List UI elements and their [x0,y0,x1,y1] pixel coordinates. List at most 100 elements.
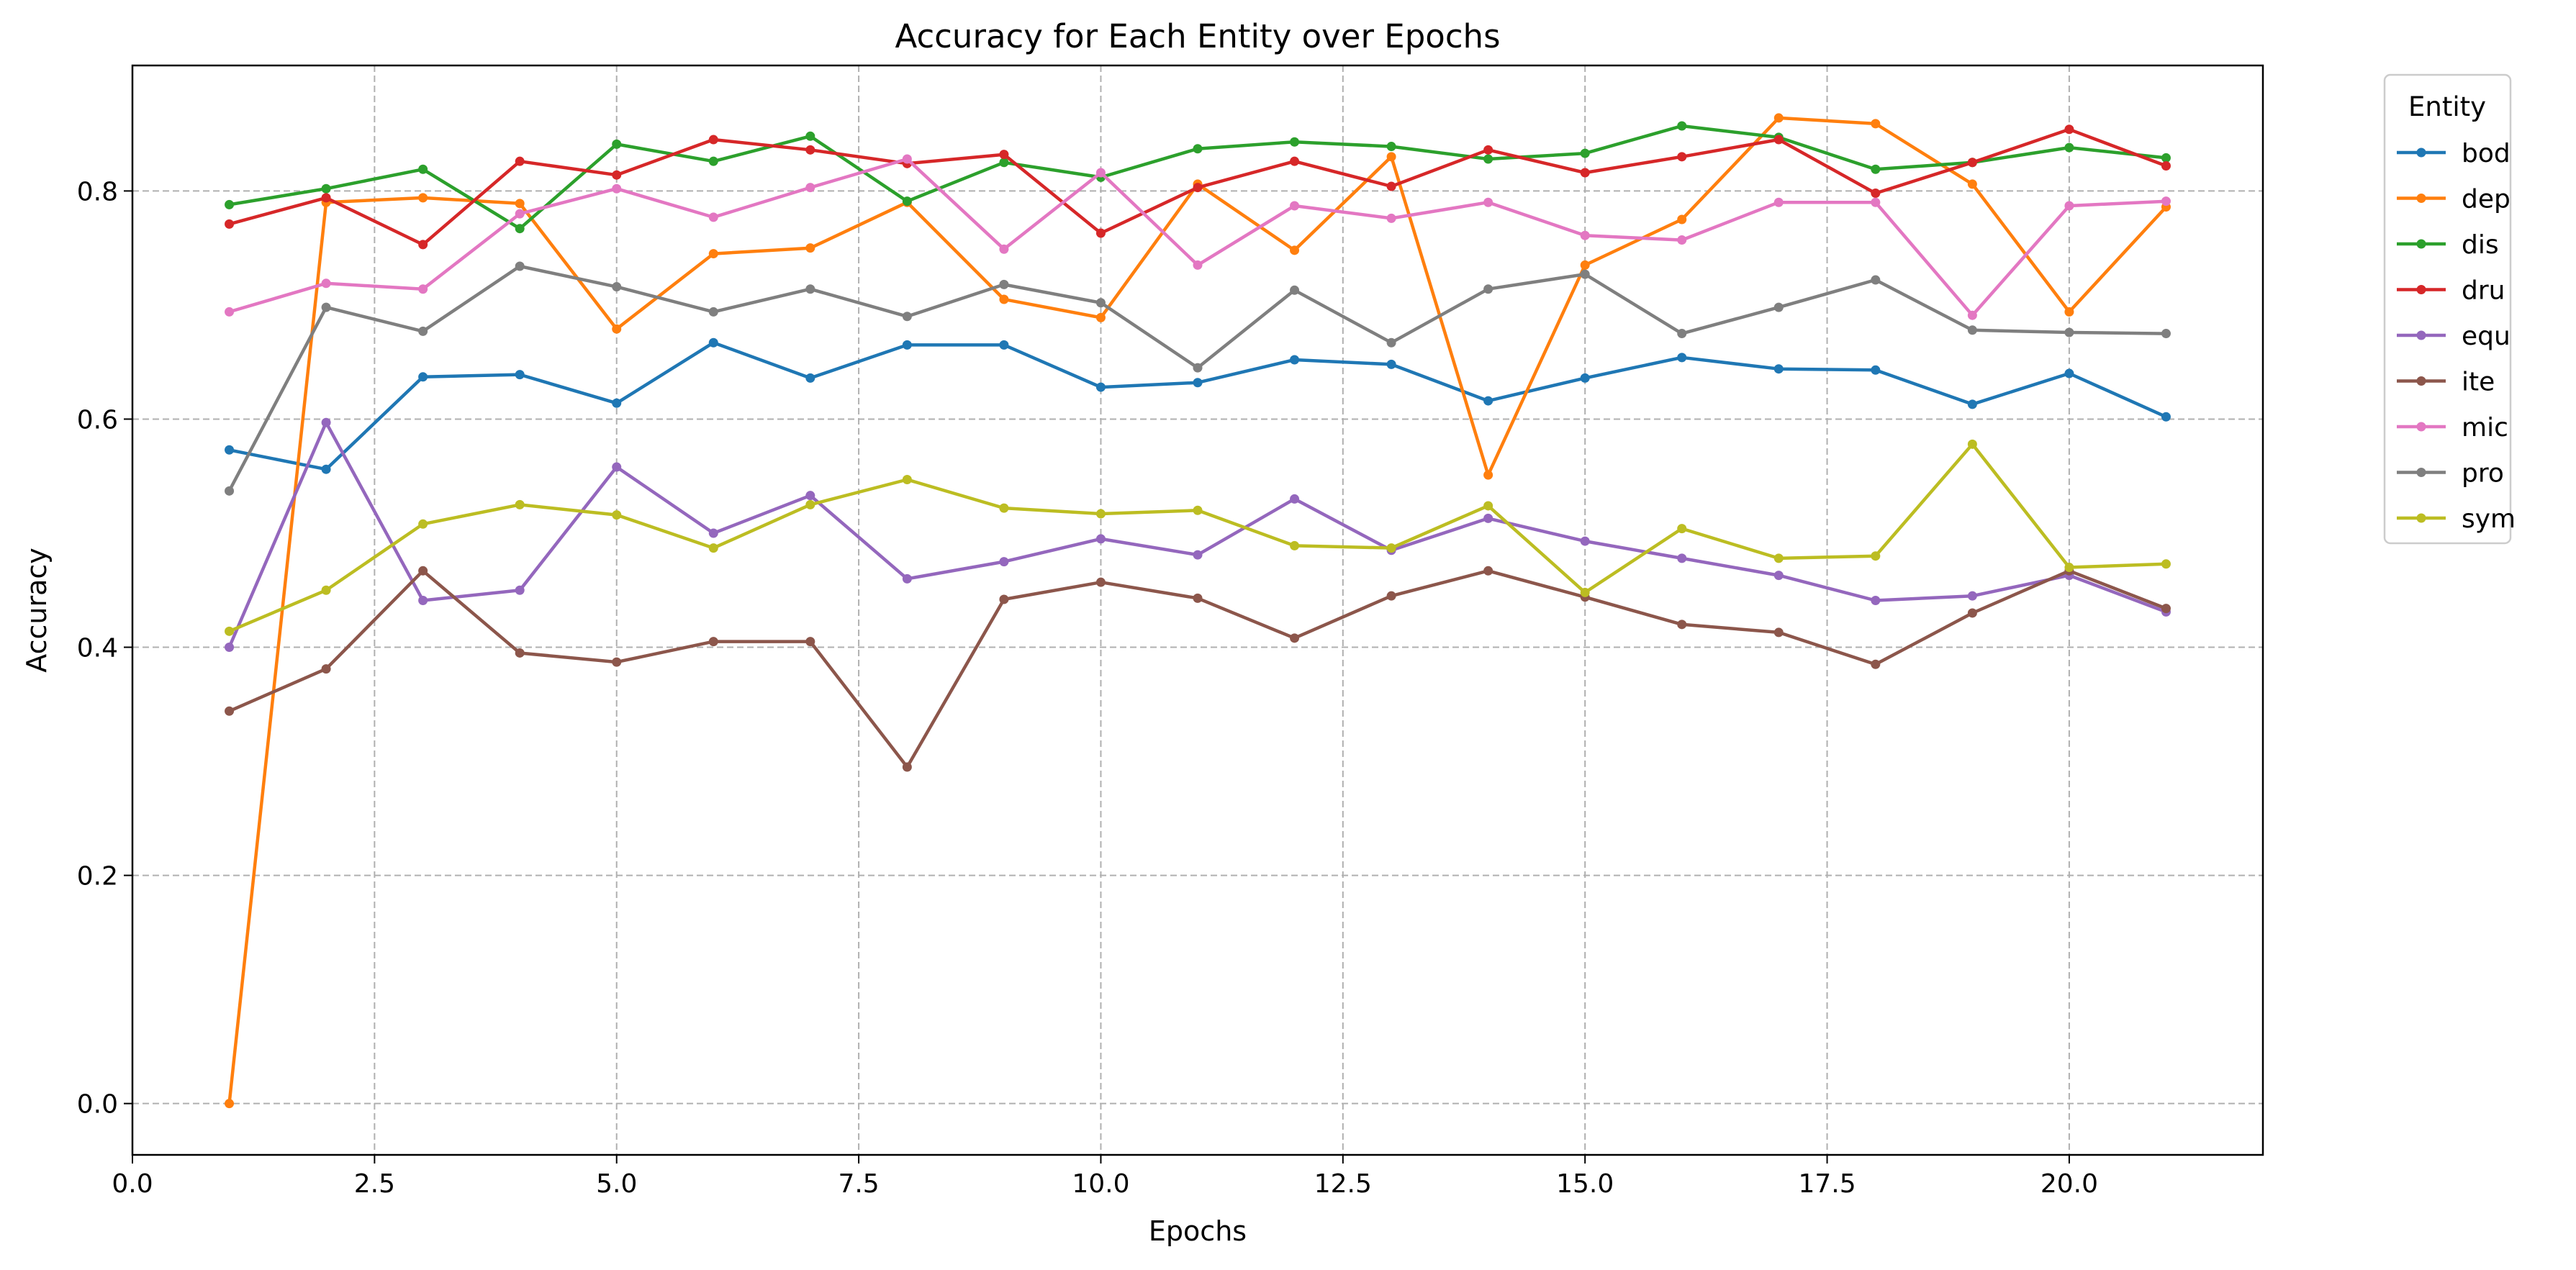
data-point-dep [1967,179,1977,189]
series-pro [225,261,2171,496]
data-point-dru [1386,181,1396,191]
data-point-pro [2064,327,2074,337]
data-point-dru [1193,183,1203,193]
data-point-dep [1773,113,1784,123]
data-point-bod [418,372,428,382]
legend-label: pro [2462,459,2504,489]
data-point-ite [902,762,912,772]
series-dis [225,121,2171,234]
data-point-pro [902,312,912,322]
data-point-mic [1580,230,1590,240]
chart-title: Accuracy for Each Entity over Epochs [895,17,1500,55]
data-point-sym [2064,563,2074,573]
data-point-bod [2064,368,2074,378]
data-point-dep [1483,470,1493,480]
data-point-dis [999,158,1009,168]
data-point-equ [1483,513,1493,523]
data-point-ite [1967,608,1977,618]
data-point-ite [1095,577,1106,587]
data-point-bod [321,464,331,474]
x-tick-label: 0.0 [112,1169,153,1199]
data-point-dep [2064,307,2074,317]
data-point-mic [708,212,718,222]
data-point-bod [1095,382,1106,392]
legend-label: mic [2462,413,2508,443]
data-point-mic [1773,197,1784,207]
data-point-dru [1095,228,1106,238]
data-point-equ [805,491,815,501]
data-point-mic [999,244,1009,254]
data-point-equ [1967,591,1977,601]
data-point-pro [2161,329,2171,339]
x-tick-label: 2.5 [354,1169,395,1199]
data-point-bod [1580,373,1590,383]
legend-item-dru: dru [2397,276,2505,306]
data-point-dis [515,224,525,234]
data-point-bod [999,340,1009,350]
series-line-equ [227,420,2167,648]
data-point-dep [225,1099,235,1109]
data-point-bod [805,373,815,383]
legend-marker [2416,468,2426,477]
data-point-dru [805,145,815,155]
data-point-sym [1580,587,1590,597]
data-point-mic [321,278,331,289]
data-point-pro [321,302,331,312]
data-point-equ [999,557,1009,567]
data-point-equ [225,643,235,653]
data-point-sym [1193,505,1203,515]
data-point-dru [1871,189,1881,199]
data-point-sym [902,474,912,484]
data-point-equ [902,573,912,584]
data-point-sym [805,499,815,509]
data-point-pro [1677,329,1687,339]
data-point-mic [1095,168,1106,178]
data-point-equ [1580,536,1590,546]
data-point-dis [805,131,815,141]
data-point-dis [1386,142,1396,152]
series-line-bod [229,340,2167,471]
data-point-sym [1773,553,1784,563]
data-point-dep [1095,312,1106,322]
data-point-bod [1871,365,1881,375]
data-point-sym [1386,543,1396,553]
data-point-pro [225,486,235,496]
legend-label: dep [2462,185,2511,214]
data-point-dis [902,196,912,207]
data-point-pro [1386,337,1396,348]
data-point-ite [1386,591,1396,601]
data-point-bod [2161,412,2171,422]
legend-item-sym: sym [2397,504,2516,534]
legend-label: bod [2462,139,2511,168]
legend-label: sym [2462,504,2516,534]
data-point-dru [225,219,235,229]
legend-item-equ: equ [2397,322,2511,351]
data-point-pro [1193,363,1203,373]
data-point-dru [612,170,622,180]
data-point-pro [515,261,525,271]
data-point-pro [612,282,622,292]
x-tick-label: 15.0 [1556,1169,1614,1199]
data-point-equ [1095,534,1106,544]
data-point-ite [321,664,331,674]
data-point-sym [321,585,331,595]
legend-marker [2416,194,2426,203]
y-tick-label: 0.8 [77,177,118,207]
data-point-bod [612,398,622,408]
data-point-mic [1483,197,1493,207]
data-point-pro [805,284,815,294]
data-point-pro [1580,269,1590,279]
data-point-mic [1871,197,1881,207]
series-dru [225,124,2171,250]
data-point-equ [418,596,428,606]
legend-item-mic: mic [2397,413,2508,443]
data-point-bod [1290,355,1300,365]
data-point-equ [1677,553,1687,563]
series-sym [225,439,2171,636]
data-point-ite [2161,604,2171,614]
data-point-ite [1677,620,1687,630]
data-point-ite [805,637,815,647]
data-point-dis [2064,142,2074,153]
data-point-ite [225,706,235,716]
data-point-dis [612,139,622,149]
